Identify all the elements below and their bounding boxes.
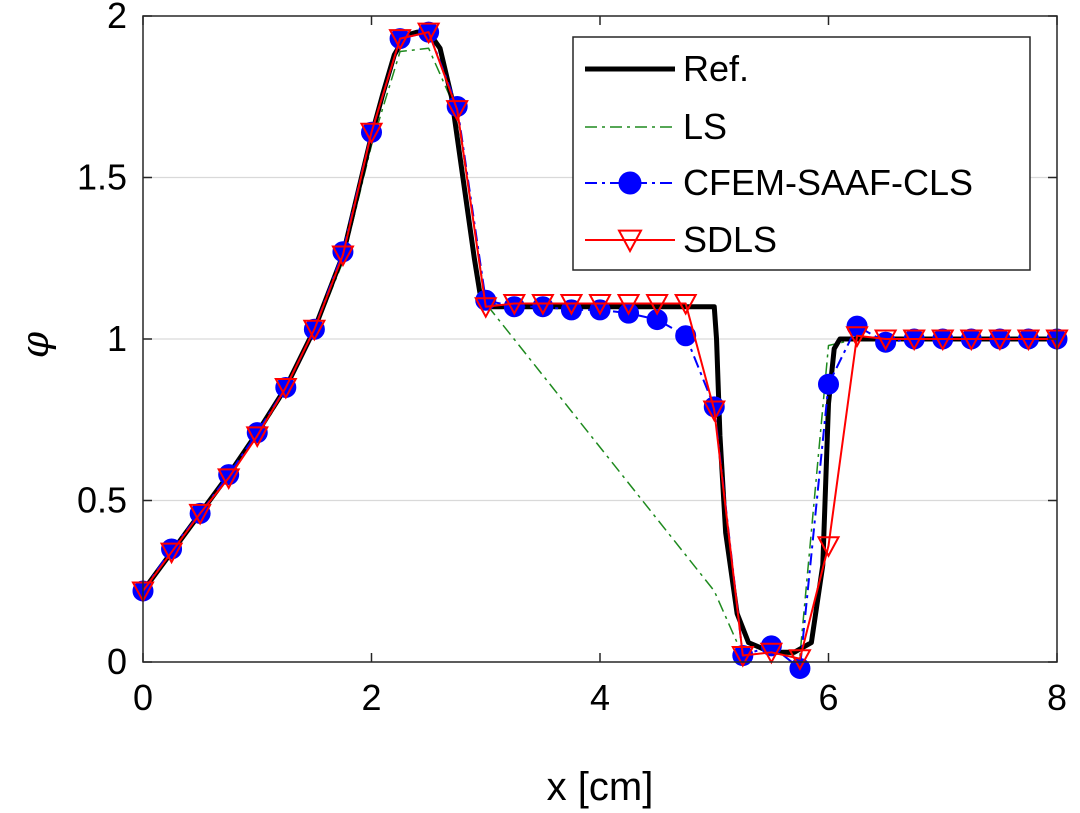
data-point: [902, 329, 926, 352]
data-point: [245, 426, 269, 449]
data-point: [959, 329, 983, 352]
data-point: [302, 319, 327, 342]
data-point: [1016, 329, 1041, 352]
data-point: [875, 331, 897, 353]
y-axis-label: φ: [13, 331, 57, 358]
x-tick-label: 4: [590, 677, 610, 718]
data-point: [818, 373, 839, 395]
x-tick-label: 8: [1047, 677, 1067, 718]
legend-item-ls: LS: [585, 106, 727, 147]
data-point: [502, 293, 526, 316]
data-point: [416, 22, 441, 45]
data-point: [616, 293, 641, 316]
data-point: [702, 400, 726, 423]
data-point: [503, 296, 525, 318]
data-point: [988, 329, 1012, 352]
data-point: [159, 542, 184, 565]
x-axis-label: x [cm]: [547, 765, 654, 809]
x-tick-label: 0: [133, 677, 153, 718]
data-point: [188, 503, 212, 526]
legend-item-cfem-saaf-cls: CFEM-SAAF-CLS: [585, 162, 973, 203]
legend-label: CFEM-SAAF-CLS: [683, 162, 973, 203]
data-point: [588, 293, 612, 316]
y-tick-label: 0.5: [77, 480, 127, 521]
data-point: [445, 100, 469, 122]
legend-item-sdls: SDLS: [585, 219, 777, 260]
data-point: [559, 293, 584, 316]
data-point: [531, 293, 555, 316]
data-point: [474, 297, 498, 319]
series-group: [131, 21, 1069, 679]
data-point: [645, 293, 669, 316]
x-tick-label: 2: [361, 677, 381, 718]
data-point: [845, 326, 869, 348]
data-point: [617, 229, 643, 254]
data-point: [388, 29, 412, 51]
data-point: [759, 642, 784, 665]
legend: Ref. LS CFEM-SAAF-CLS SDLS: [572, 36, 1031, 271]
legend-label: LS: [683, 106, 727, 147]
data-point: [873, 329, 898, 352]
legend-label: Ref.: [683, 48, 749, 89]
ticks: 0 0.5 1 1.5 2 0 2 4 6 8: [77, 0, 1067, 718]
data-point: [788, 649, 812, 671]
data-point: [675, 325, 697, 347]
legend-label: SDLS: [683, 219, 777, 260]
y-tick-label: 1.5: [77, 157, 127, 198]
legend-item-ref-: Ref.: [585, 48, 749, 89]
data-point: [816, 536, 841, 558]
legend-box: [572, 36, 1031, 271]
y-tick-label: 2: [107, 0, 127, 36]
data-point: [731, 646, 755, 668]
axis-labels: x [cm] φ: [13, 331, 653, 809]
y-tick-label: 0: [107, 641, 127, 682]
data-point: [274, 377, 298, 400]
x-tick-label: 6: [818, 677, 838, 718]
data-point: [931, 329, 955, 352]
data-point: [217, 468, 241, 490]
data-point: [646, 309, 668, 331]
y-tick-label: 1: [107, 318, 127, 359]
data-point: [674, 293, 698, 316]
data-point: [359, 122, 384, 145]
data-point: [618, 171, 642, 195]
data-point: [331, 245, 355, 268]
series-line: [142, 31, 1057, 660]
data-point: [532, 296, 554, 318]
